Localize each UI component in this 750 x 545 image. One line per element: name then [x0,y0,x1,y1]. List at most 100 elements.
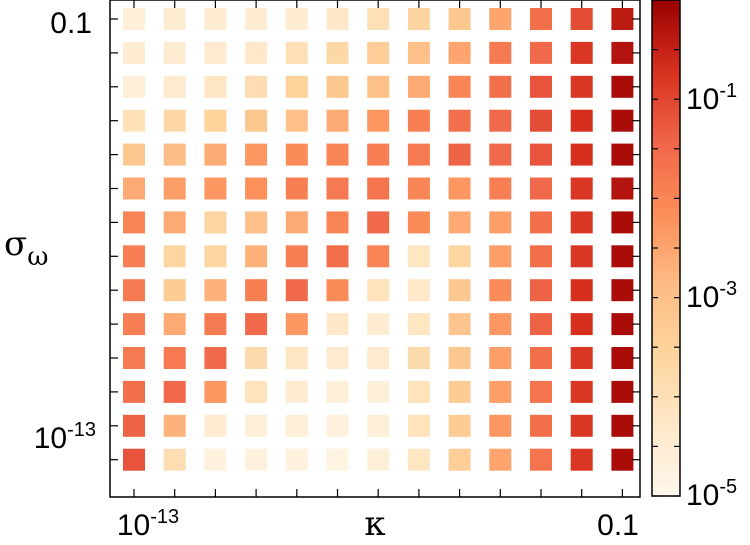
heatmap-cell [407,414,430,437]
heatmap-cell [285,143,308,166]
heatmap-cell [367,8,390,30]
heatmap-cell [285,347,308,369]
heatmap-cell [326,8,349,30]
heatmap-cell [326,177,349,200]
heatmap-cell [407,8,430,30]
heatmap-cell [489,109,512,132]
heatmap-cell [530,109,552,132]
heatmap-cell [570,414,593,437]
heatmap-cell [407,41,430,64]
heatmap-cell [448,41,471,64]
heatmap-cell [204,143,227,166]
heatmap-cell [204,313,227,336]
heatmap-cell [123,41,145,64]
heatmap-cell [489,41,512,64]
heatmap-cell [530,41,552,64]
heatmap-cell [570,347,593,369]
heatmap-cell [611,75,634,98]
colorbar-label-1: 10-1 [686,80,737,116]
heatmap-cell [285,414,308,437]
heatmap-cell [570,143,593,166]
heatmap-cell [489,347,512,369]
heatmap-cell [407,143,430,166]
heatmap-cell [489,143,512,166]
heatmap-cell [163,347,186,369]
heatmap-cell [530,177,552,200]
colorbar-ticks [652,0,680,497]
heatmap-cell [326,380,349,403]
heatmap-cell [448,211,471,234]
heatmap-cell [285,8,308,30]
heatmap-cell [285,380,308,403]
heatmap-cell [204,211,227,234]
heatmap-cell [611,109,634,132]
heatmap-cell [326,245,349,268]
heatmap-cell [407,347,430,369]
x-axis-label: κ [364,504,385,544]
heatmap-cell [245,211,268,234]
heatmap-cell [530,414,552,437]
heatmap-cell [367,313,390,336]
heatmap-cell [448,279,471,302]
heatmap-cell [285,279,308,302]
heatmap-cell [611,313,634,336]
heatmap-cell [245,448,268,471]
heatmap-cell [407,211,430,234]
heatmap-cell [489,313,512,336]
heatmap-cell [530,245,552,268]
heatmap-cell [123,245,145,268]
heatmap-cell [611,8,634,30]
heatmap-cell [204,279,227,302]
heatmap-cell [407,109,430,132]
heatmap-cell [326,313,349,336]
heatmap-cell [326,414,349,437]
heatmap-cell [530,279,552,302]
heatmap-cell [611,414,634,437]
y-axis-label: σω [4,224,48,272]
heatmap-cell [448,347,471,369]
heatmap-cell [611,245,634,268]
heatmap-cell [326,143,349,166]
heatmap-cell [448,245,471,268]
heatmap-cell [570,448,593,471]
heatmap-cell [163,143,186,166]
heatmap-cell [407,448,430,471]
heatmap-cell [407,245,430,268]
heatmap-cell [570,245,593,268]
heatmap-cell [407,75,430,98]
heatmap-cell [285,211,308,234]
heatmap-cell [530,448,552,471]
heatmap-cell [285,313,308,336]
heatmap-cell [530,75,552,98]
heatmap-cell [611,380,634,403]
heatmap-cell [489,8,512,30]
colorbar-label-2: 10-3 [686,278,737,314]
heatmap-cell [570,279,593,302]
heatmap-cell [448,177,471,200]
heatmap-cell [163,448,186,471]
heatmap-cell [123,347,145,369]
heatmap-cell [611,347,634,369]
heatmap-cell [367,245,390,268]
colorbar-label-3: 10-5 [686,476,737,512]
heatmap-cell [367,279,390,302]
heatmap-cell [570,380,593,403]
heatmap-cell [245,143,268,166]
heatmap-cell [123,211,145,234]
heatmap-cell [245,313,268,336]
heatmap-cell [123,279,145,302]
y-tick-label-top: 0.1 [50,7,92,40]
heatmap-cell [489,245,512,268]
heatmap-cell [123,177,145,200]
heatmap-cell [407,177,430,200]
heatmap-cell [123,75,145,98]
heatmap-cell [448,75,471,98]
heatmap-cell [530,347,552,369]
heatmap-cell [123,380,145,403]
heatmap-cell [285,75,308,98]
heatmap-cell [163,8,186,30]
heatmap-cell [367,380,390,403]
heatmap-cell [204,347,227,369]
heatmap-cell [530,211,552,234]
heatmap-cell [367,109,390,132]
